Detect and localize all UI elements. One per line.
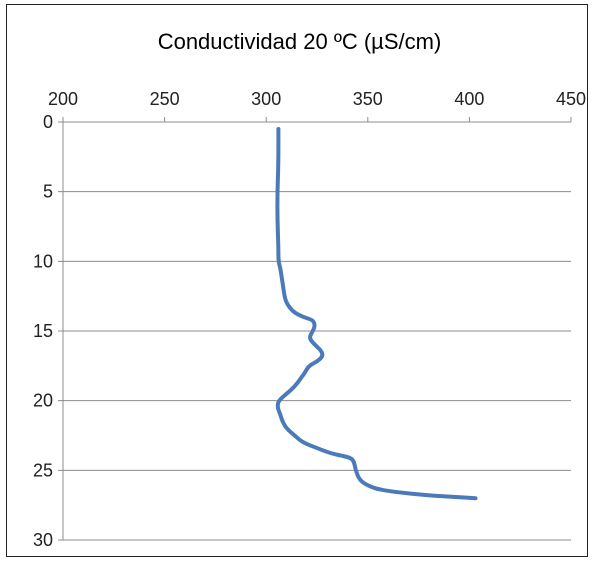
y-tick-label: 15 — [33, 321, 53, 341]
x-tick-label: 400 — [454, 89, 484, 109]
chart-area — [6, 4, 588, 557]
x-tick-label: 350 — [353, 89, 383, 109]
y-tick-label: 30 — [33, 530, 53, 550]
series-line-0 — [275, 127, 478, 501]
y-tick-label: 20 — [33, 391, 53, 411]
x-tick-label: 300 — [251, 89, 281, 109]
y-tick-label: 5 — [43, 182, 53, 202]
x-tick-label: 450 — [556, 89, 586, 109]
y-tick-label: 25 — [33, 460, 53, 480]
x-tick-label: 200 — [48, 89, 78, 109]
y-tick-label: 0 — [43, 112, 53, 132]
y-tick-label: 10 — [33, 251, 53, 271]
chart-title: Conductividad 20 ºC (µS/cm) — [157, 29, 442, 54]
x-tick-label: 250 — [150, 89, 180, 109]
